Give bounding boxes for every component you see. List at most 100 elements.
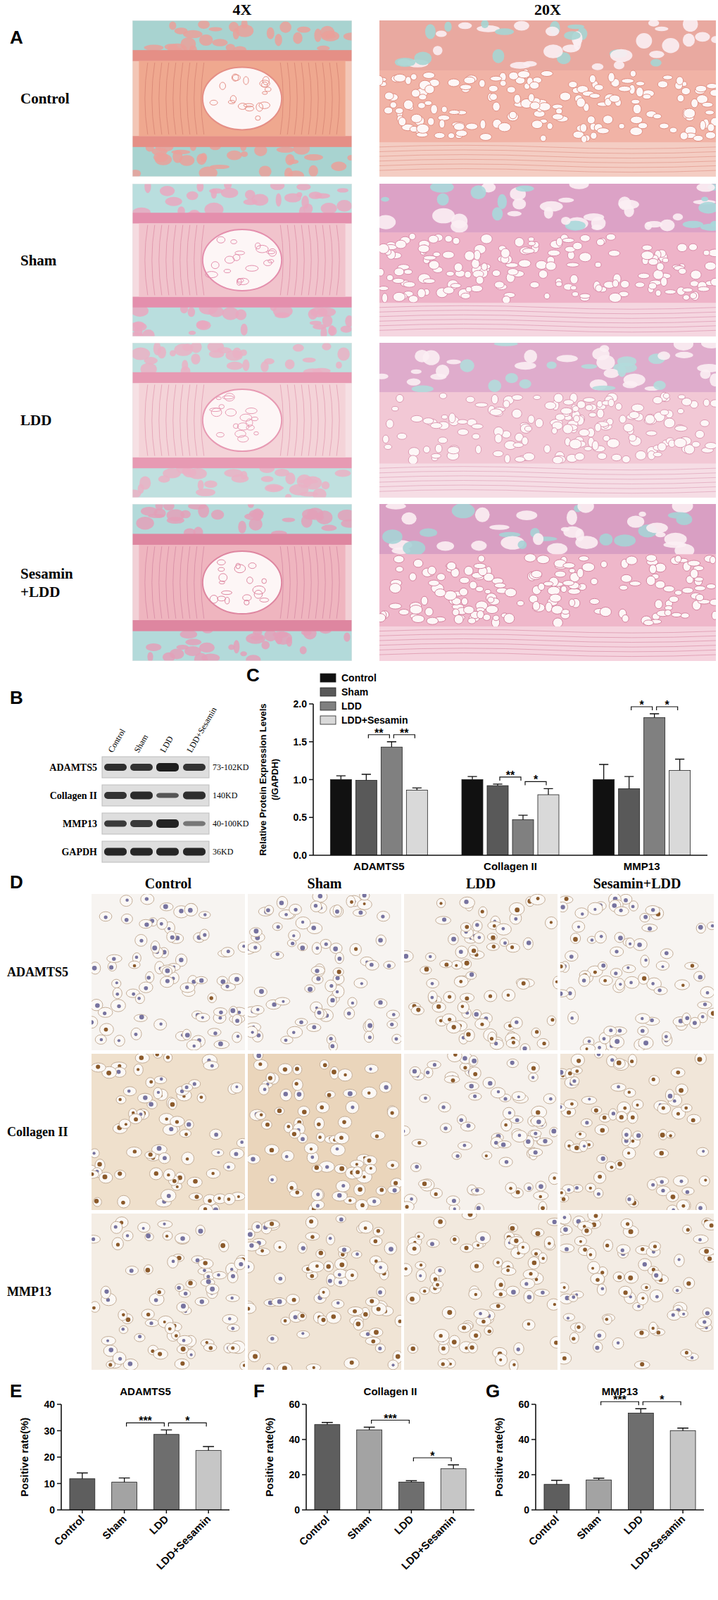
chondrocyte — [478, 79, 486, 88]
error-bar — [363, 1427, 376, 1431]
trabecula — [337, 509, 352, 522]
cell — [328, 1041, 338, 1051]
chondrocyte — [408, 447, 420, 457]
error-bar — [543, 788, 553, 795]
cell — [221, 947, 234, 958]
chondrocyte — [465, 396, 475, 403]
nucleus — [436, 1004, 441, 1009]
x-tick-label: LDD+Sesamin — [399, 1512, 459, 1572]
chondrocyte — [671, 612, 682, 617]
chondrocyte — [411, 114, 422, 123]
nucleus — [256, 1008, 260, 1012]
bar — [69, 1478, 96, 1510]
y-tick — [301, 1509, 307, 1511]
cell — [459, 896, 475, 909]
nucleus — [202, 933, 207, 937]
chondrocyte — [489, 408, 503, 417]
trabecula — [320, 30, 340, 42]
chondrocyte — [705, 131, 716, 139]
chondrocyte — [416, 123, 430, 134]
panel-label: B — [9, 687, 24, 709]
nucleus — [475, 922, 479, 927]
row-label: +LDD — [20, 583, 60, 601]
cartilage — [379, 70, 716, 143]
nucleus — [555, 980, 558, 984]
nucleus — [477, 935, 481, 940]
chondrocyte — [648, 258, 659, 265]
notochordal-cell — [263, 260, 273, 267]
cell — [475, 1018, 490, 1030]
ihc-image — [247, 893, 402, 1051]
chondrocyte — [459, 577, 470, 584]
nucleus — [404, 953, 409, 959]
significance-label: ** — [374, 727, 384, 740]
chondrocyte — [399, 609, 410, 616]
marrow — [617, 364, 626, 377]
fiber — [379, 485, 716, 489]
chondrocyte — [659, 123, 670, 129]
chondrocyte — [563, 580, 575, 586]
lamella — [166, 384, 169, 456]
error-bar — [649, 713, 659, 718]
nucleus — [318, 893, 324, 899]
trabecula — [132, 332, 144, 337]
cell — [264, 905, 274, 915]
trabecula — [196, 153, 207, 165]
chondrocyte — [576, 97, 586, 107]
y-tick-label: 10 — [43, 1478, 55, 1490]
chondrocyte — [619, 584, 628, 590]
cell — [353, 909, 367, 917]
nucleus — [378, 938, 383, 944]
fiber — [379, 323, 716, 328]
nucleus — [514, 1019, 519, 1024]
nucleus — [115, 981, 119, 985]
chondrocyte — [568, 568, 576, 573]
chondrocyte — [531, 570, 543, 578]
lamella — [315, 546, 319, 619]
marrow — [436, 541, 455, 551]
cell — [91, 1016, 98, 1029]
chart: ControlShamLDDLDD+Sesamin010203040Positi… — [18, 1385, 230, 1572]
chondrocyte — [594, 423, 602, 432]
chondrocyte — [628, 434, 637, 442]
chondrocyte — [426, 617, 439, 625]
cell — [660, 948, 673, 959]
bar — [512, 819, 534, 856]
endplate — [132, 183, 352, 218]
trabecula — [287, 159, 299, 165]
trabecula — [276, 147, 295, 153]
chondrocyte — [408, 572, 417, 581]
chondrocyte — [514, 456, 525, 463]
chondrocyte — [427, 117, 434, 126]
bar — [618, 788, 640, 856]
chondrocyte — [711, 611, 716, 620]
bar — [627, 1413, 654, 1511]
marrow — [523, 349, 537, 364]
nucleus — [337, 956, 342, 961]
chondrocyte — [475, 445, 481, 455]
ihc-image — [404, 893, 558, 1051]
growth-plate — [132, 135, 352, 148]
chondrocyte — [533, 394, 542, 400]
marrow — [591, 385, 616, 391]
panel-label: C — [246, 664, 260, 686]
cell — [510, 1017, 523, 1029]
chondrocyte — [409, 605, 423, 615]
nucleus — [236, 1034, 240, 1038]
trabecula — [240, 323, 248, 336]
chondrocyte — [691, 98, 699, 108]
marrow — [451, 504, 476, 519]
chondrocyte — [641, 251, 654, 260]
chondrocyte — [707, 123, 715, 132]
cell — [349, 943, 362, 956]
y-tick — [309, 703, 314, 705]
chondrocyte — [455, 130, 467, 137]
chondrocyte — [606, 233, 616, 241]
fiber — [379, 168, 716, 173]
chondrocyte — [382, 293, 388, 303]
marrow — [657, 351, 671, 360]
trabecula — [222, 306, 240, 320]
cell — [472, 920, 483, 931]
nucleus — [133, 964, 137, 968]
chondrocyte — [482, 613, 491, 621]
